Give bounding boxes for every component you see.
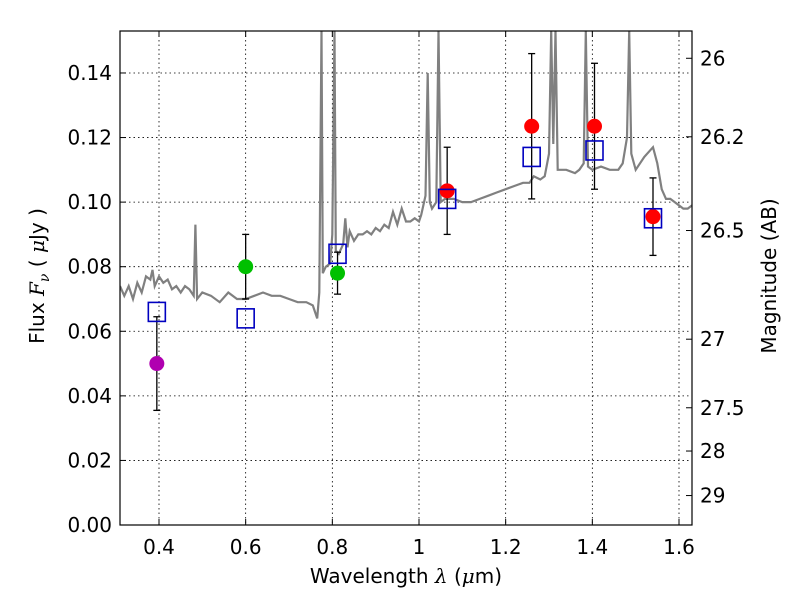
y-tick-label: 0.10 bbox=[67, 190, 112, 214]
mag-tick-label: 26.2 bbox=[700, 125, 745, 149]
y-tick-label: 0.08 bbox=[67, 255, 112, 279]
x-tick-label: 1 bbox=[413, 535, 426, 559]
y-tick-label: 0.12 bbox=[67, 126, 112, 150]
tick-labels: 0.4 0.6 0.8 1 1.2 1.4 1.6 0.00 0.02 0.04 0.06 0.08 0… bbox=[67, 46, 744, 559]
y-tick-label: 0.06 bbox=[67, 319, 112, 343]
observed-point bbox=[587, 118, 602, 134]
y-tick-label: 0.04 bbox=[67, 384, 112, 408]
model-point bbox=[437, 188, 457, 210]
x-axis-label: Wavelength λ (μm) bbox=[310, 564, 502, 588]
model-point bbox=[522, 146, 541, 168]
x-tick-label: 0.4 bbox=[143, 535, 175, 559]
mag-tick-label: 27.5 bbox=[700, 396, 745, 420]
y-tick-label: 0.02 bbox=[67, 448, 112, 472]
y-axis-label: Flux Fν ( μJy ) bbox=[25, 208, 53, 344]
y-tick-label: 0.00 bbox=[67, 513, 112, 537]
model-point bbox=[328, 243, 347, 265]
observed-points bbox=[149, 118, 661, 372]
x-tick-label: 0.6 bbox=[230, 535, 262, 559]
plot-frame bbox=[119, 30, 693, 526]
observed-point bbox=[645, 209, 661, 225]
observed-point bbox=[238, 259, 254, 275]
x-tick-label: 1.2 bbox=[490, 535, 522, 559]
x-tick-label: 0.8 bbox=[316, 535, 348, 559]
model-points bbox=[147, 140, 663, 329]
observed-point bbox=[330, 265, 346, 281]
mag-tick-label: 28 bbox=[700, 439, 725, 463]
observed-point bbox=[524, 118, 540, 134]
x-tick-label: 1.4 bbox=[576, 535, 608, 559]
axis-ticks bbox=[120, 31, 692, 526]
observed-point bbox=[439, 183, 455, 199]
right-axis-label: Magnitude (AB) bbox=[757, 198, 781, 353]
mag-tick-label: 26.5 bbox=[700, 219, 745, 243]
model-spectrum-line bbox=[120, 31, 692, 319]
mag-tick-label: 26 bbox=[700, 46, 725, 70]
model-point bbox=[147, 301, 167, 323]
mag-tick-label: 27 bbox=[700, 327, 725, 351]
grid bbox=[120, 31, 692, 526]
model-point bbox=[236, 308, 255, 329]
model-point bbox=[585, 140, 604, 161]
observed-point bbox=[149, 356, 165, 372]
model-point bbox=[643, 207, 663, 229]
y-tick-label: 0.14 bbox=[67, 61, 112, 85]
error-bars bbox=[153, 52, 657, 412]
mag-tick-label: 29 bbox=[700, 484, 725, 508]
x-tick-label: 1.6 bbox=[663, 535, 695, 559]
